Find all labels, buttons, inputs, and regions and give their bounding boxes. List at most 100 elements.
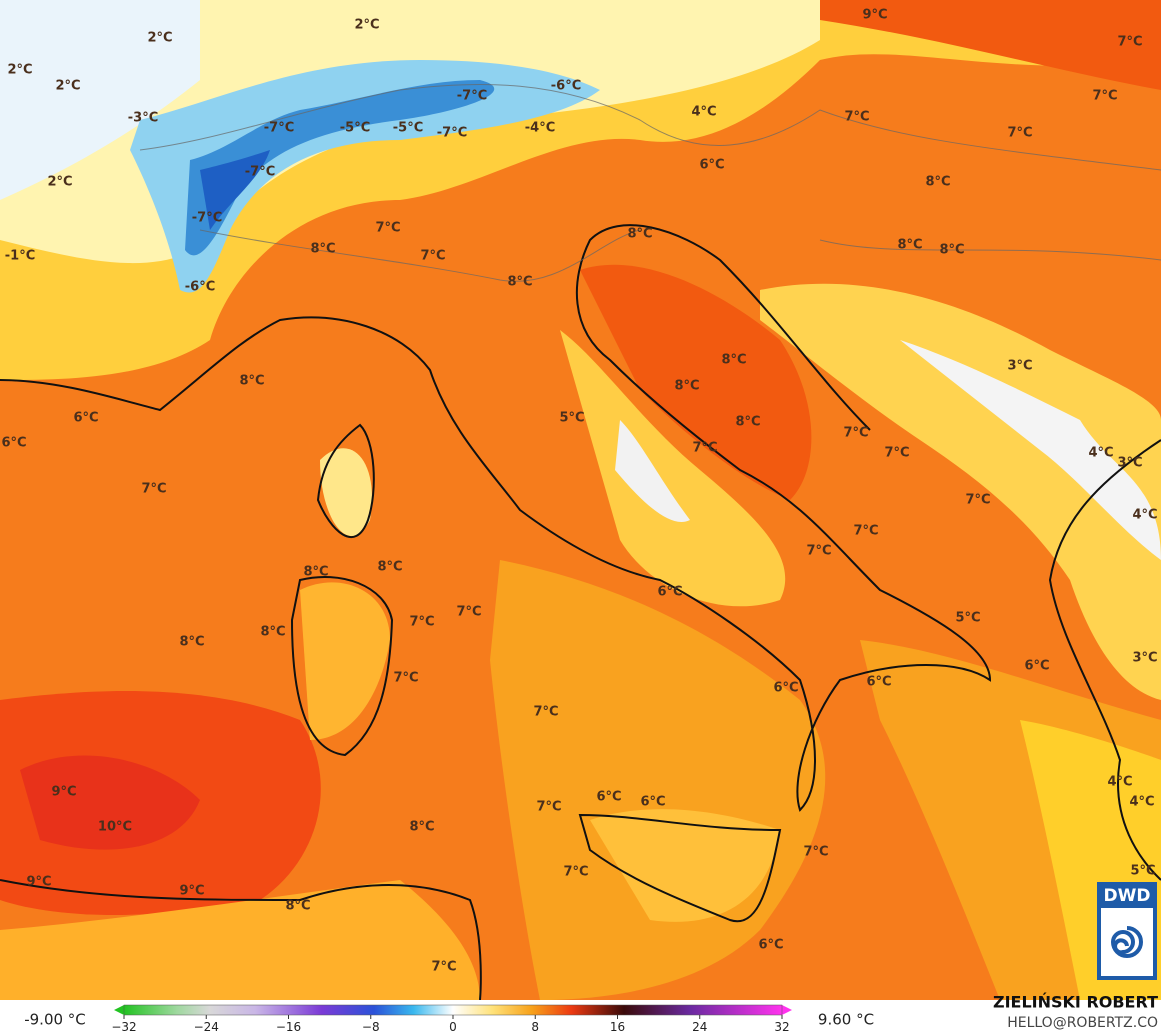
temperature-label: 8°C bbox=[721, 353, 746, 368]
temperature-label: 6°C bbox=[640, 795, 665, 810]
temperature-label: 8°C bbox=[260, 625, 285, 640]
temperature-label: -7°C bbox=[192, 211, 222, 226]
temperature-label: 3°C bbox=[1132, 651, 1157, 666]
temperature-label: 7°C bbox=[431, 960, 456, 975]
colorbar-arrow bbox=[114, 1005, 124, 1015]
temperature-label: 7°C bbox=[692, 441, 717, 456]
temperature-label: 6°C bbox=[1024, 659, 1049, 674]
temperature-label: 6°C bbox=[866, 675, 891, 690]
temperature-label: 4°C bbox=[1107, 775, 1132, 790]
temperature-label: -3°C bbox=[128, 111, 158, 126]
temperature-label: 2°C bbox=[55, 79, 80, 94]
temperature-label: 6°C bbox=[596, 790, 621, 805]
temperature-label: 7°C bbox=[375, 221, 400, 236]
temperature-label: 2°C bbox=[7, 63, 32, 78]
colorbar-min-label: -9.00 °C bbox=[24, 1011, 86, 1029]
temperature-label: 7°C bbox=[803, 845, 828, 860]
author: ZIELIŃSKI ROBERT bbox=[993, 993, 1158, 1012]
temperature-label: 5°C bbox=[1130, 864, 1155, 879]
temperature-label: -7°C bbox=[245, 165, 275, 180]
temperature-label: 5°C bbox=[559, 411, 584, 426]
temperature-label: 7°C bbox=[884, 446, 909, 461]
temperature-label: -5°C bbox=[393, 121, 423, 136]
temperature-label: 8°C bbox=[409, 820, 434, 835]
temperature-label: 7°C bbox=[141, 482, 166, 497]
temperature-label: 6°C bbox=[758, 938, 783, 953]
temperature-label: 6°C bbox=[73, 411, 98, 426]
temperature-label: 8°C bbox=[925, 175, 950, 190]
temperature-label: 7°C bbox=[409, 615, 434, 630]
temperature-label: 9°C bbox=[51, 785, 76, 800]
temperature-label: 5°C bbox=[955, 611, 980, 626]
temperature-label: 8°C bbox=[377, 560, 402, 575]
colorbar-scale bbox=[123, 1004, 783, 1016]
temperature-label: 8°C bbox=[627, 227, 652, 242]
temperature-label: 4°C bbox=[1132, 508, 1157, 523]
temperature-label: 4°C bbox=[1129, 795, 1154, 810]
colorbar-tick-label: −8 bbox=[362, 1020, 380, 1034]
colorbar-tick-label: 8 bbox=[531, 1020, 539, 1034]
email: HELLO@ROBERTZ.CO bbox=[1007, 1015, 1158, 1031]
temperature-label: 8°C bbox=[507, 275, 532, 290]
temperature-label: 7°C bbox=[965, 493, 990, 508]
temperature-label: -5°C bbox=[340, 121, 370, 136]
colorbar-tick-label: 16 bbox=[610, 1020, 625, 1034]
temperature-label: -6°C bbox=[551, 79, 581, 94]
temperature-label: 7°C bbox=[420, 249, 445, 264]
temperature-label: 3°C bbox=[1117, 456, 1142, 471]
temperature-label: -7°C bbox=[457, 89, 487, 104]
temperature-label: 7°C bbox=[806, 544, 831, 559]
temperature-label: 8°C bbox=[179, 635, 204, 650]
temperature-label: 8°C bbox=[285, 899, 310, 914]
temperature-label: 7°C bbox=[843, 426, 868, 441]
colorbar-tick-label: −16 bbox=[276, 1020, 301, 1034]
temperature-label: 3°C bbox=[1007, 359, 1032, 374]
temperature-label: 6°C bbox=[773, 681, 798, 696]
temperature-label: 2°C bbox=[147, 31, 172, 46]
temperature-label: 7°C bbox=[393, 671, 418, 686]
temperature-label: 8°C bbox=[674, 379, 699, 394]
colorbar-tick-label: 32 bbox=[774, 1020, 789, 1034]
temperature-label: -6°C bbox=[185, 280, 215, 295]
temperature-label: 9°C bbox=[26, 875, 51, 890]
temperature-label: 7°C bbox=[853, 524, 878, 539]
temperature-label: 7°C bbox=[456, 605, 481, 620]
temperature-label: 7°C bbox=[533, 705, 558, 720]
temperature-label: -1°C bbox=[5, 249, 35, 264]
temperature-label: 2°C bbox=[47, 175, 72, 190]
temperature-label: 2°C bbox=[354, 18, 379, 33]
colorbar: −32 −24 −16 −8 0 8 16 24 32 bbox=[111, 1004, 792, 1034]
map bbox=[0, 0, 1161, 1001]
colorbar-tick-label: 0 bbox=[449, 1020, 457, 1034]
temperature-label: 6°C bbox=[657, 585, 682, 600]
dwd-logo: DWD bbox=[1097, 882, 1157, 980]
temperature-label: 8°C bbox=[735, 415, 760, 430]
temperature-label: 4°C bbox=[1088, 446, 1113, 461]
temperature-label: 6°C bbox=[1, 436, 26, 451]
temperature-label: 7°C bbox=[563, 865, 588, 880]
temperature-label: 7°C bbox=[536, 800, 561, 815]
colorbar-max-label: 9.60 °C bbox=[818, 1011, 874, 1029]
temperature-label: 8°C bbox=[939, 243, 964, 258]
temperature-label: 8°C bbox=[239, 374, 264, 389]
temperature-label: 7°C bbox=[1092, 89, 1117, 104]
temperature-label: -7°C bbox=[264, 121, 294, 136]
temperature-label: 8°C bbox=[303, 565, 328, 580]
temperature-label: 7°C bbox=[844, 110, 869, 125]
temperature-label: 10°C bbox=[98, 820, 132, 835]
temperature-label: -7°C bbox=[437, 126, 467, 141]
temperature-label: 7°C bbox=[1007, 126, 1032, 141]
colorbar-tick-label: −24 bbox=[194, 1020, 219, 1034]
temperature-label: 9°C bbox=[179, 884, 204, 899]
temperature-label: 7°C bbox=[1117, 35, 1142, 50]
colorbar-tick-label: 24 bbox=[692, 1020, 707, 1034]
temperature-label: 8°C bbox=[310, 242, 335, 257]
colorbar-arrow bbox=[782, 1005, 792, 1015]
temperature-label: 4°C bbox=[691, 105, 716, 120]
temperature-label: -4°C bbox=[525, 121, 555, 136]
temperature-label: 6°C bbox=[699, 158, 724, 173]
colorbar-tick-label: −32 bbox=[111, 1020, 136, 1034]
temperature-label: 8°C bbox=[897, 238, 922, 253]
temperature-label: 9°C bbox=[862, 8, 887, 23]
